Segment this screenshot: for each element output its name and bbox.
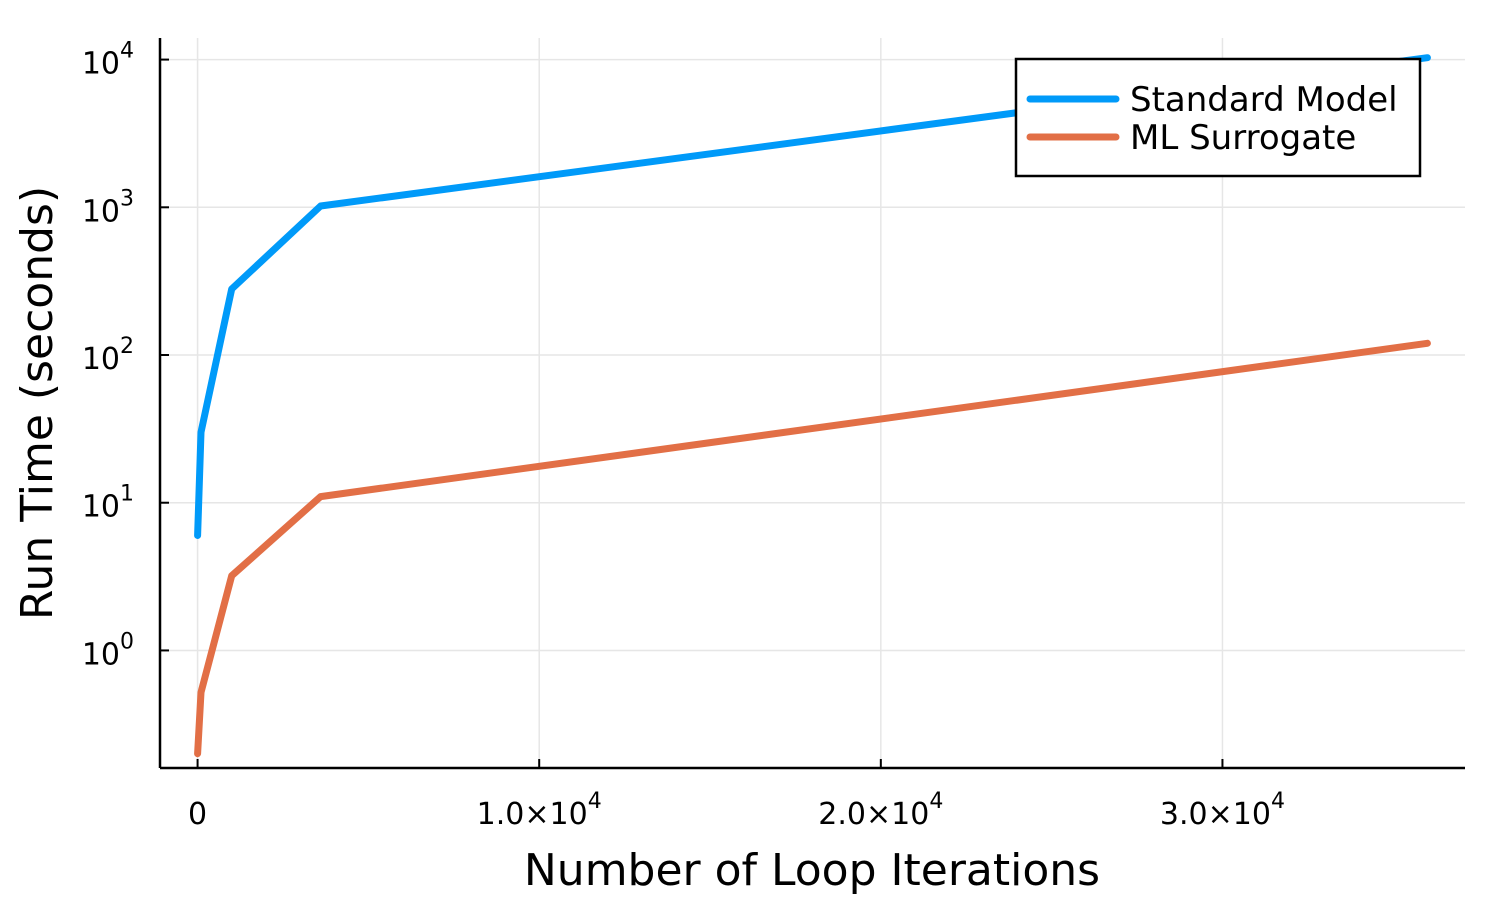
y-tick-label: 100	[82, 629, 134, 672]
legend-label: Standard Model	[1130, 80, 1398, 120]
y-tick-label: 104	[82, 39, 134, 82]
y-tick-label: 103	[82, 186, 134, 229]
y-tick-label: 101	[82, 482, 134, 525]
tick-labels: 0 1.0×104 2.0×104 3.0×104 100 101 102 103 104	[82, 39, 1285, 832]
series-lines	[194, 54, 1431, 758]
x-tick-label: 1.0×104	[477, 789, 602, 832]
legend-box	[1014, 57, 1422, 178]
series-line-ml-surrogate	[194, 339, 1431, 758]
series-line-standard-model	[194, 54, 1431, 539]
tick-marks	[160, 58, 1224, 768]
y-axis-title: Run Time (seconds)	[12, 186, 63, 620]
y-tick-label: 102	[82, 334, 134, 377]
x-tick-label: 3.0×104	[1160, 789, 1285, 832]
x-axis-title: Number of Loop Iterations	[524, 845, 1100, 896]
x-tick-label: 0	[188, 797, 207, 832]
legend-label: ML Surrogate	[1130, 118, 1356, 158]
x-tick-label: 2.0×104	[818, 789, 943, 832]
axes	[158, 38, 1465, 770]
